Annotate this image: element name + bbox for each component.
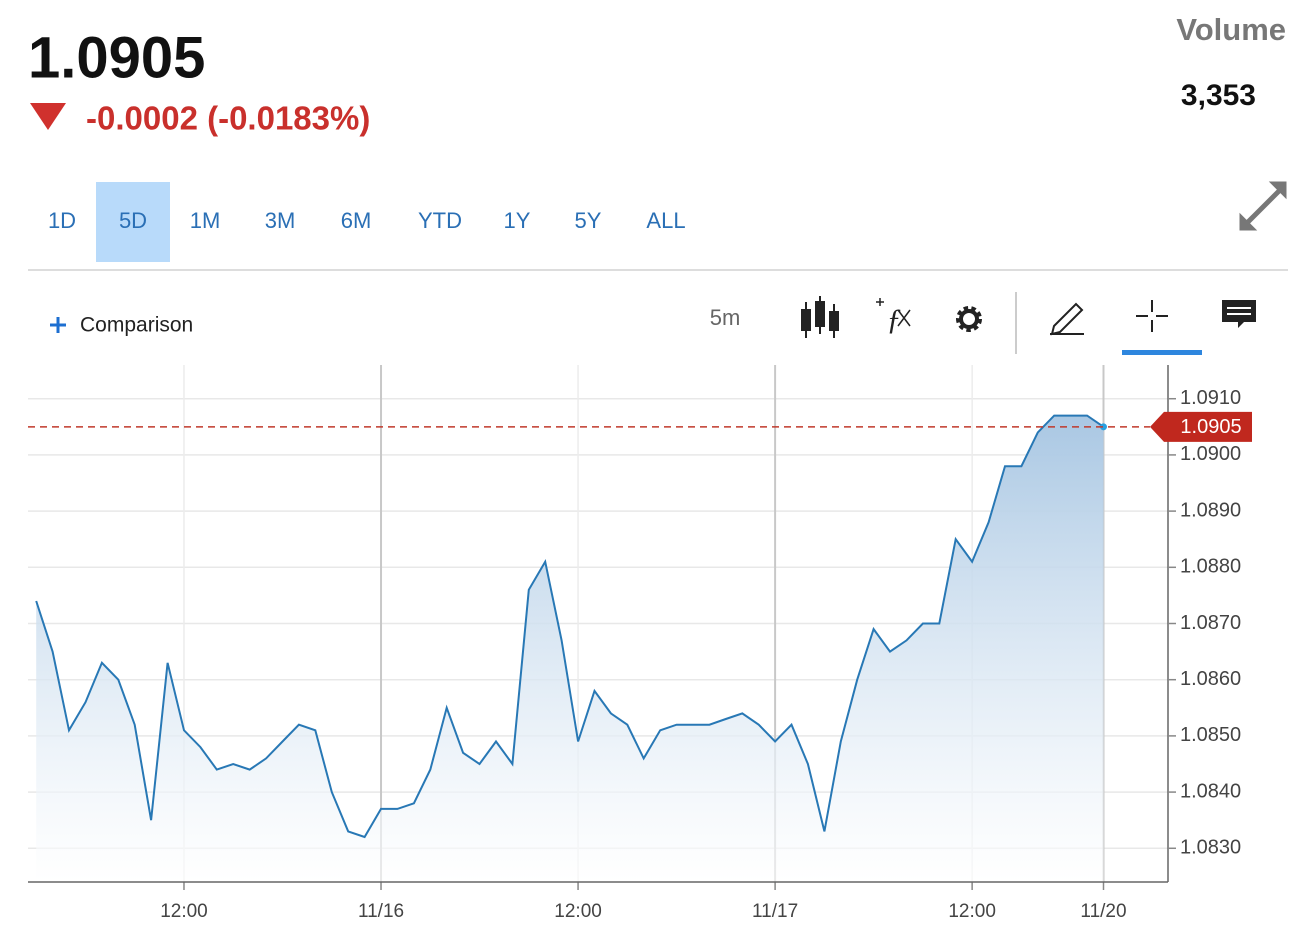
y-tick-label: 1.0890 [1180, 499, 1241, 521]
x-tick-label: 11/17 [752, 901, 798, 922]
range-button[interactable]: 3M [265, 208, 296, 233]
range-button[interactable]: 5Y [575, 208, 602, 233]
y-tick-label: 1.0830 [1180, 837, 1241, 859]
x-tick-label: 12:00 [554, 901, 602, 922]
active-tool-indicator [1122, 350, 1202, 355]
line [35, 414, 1105, 839]
interval[interactable]: 5m [710, 305, 741, 330]
y-tick-label: 1.0880 [1180, 556, 1241, 578]
range-button[interactable]: 6M [341, 208, 372, 233]
change: -0.0002 (-0.0183%) [86, 100, 370, 137]
range-selected [96, 182, 170, 262]
range-button[interactable]: 5D [119, 208, 147, 233]
last-price-label: 1.0905 [1180, 416, 1241, 438]
range-button[interactable]: ALL [646, 208, 685, 233]
price: 1.0905 [28, 25, 205, 90]
comparison-label: Comparison [80, 314, 193, 337]
last-point [1100, 423, 1107, 431]
crosshair-icon[interactable] [1136, 300, 1168, 332]
comment-icon[interactable] [1222, 300, 1256, 328]
indicator-icon[interactable]: ƒ [876, 298, 911, 336]
candle-icon[interactable] [801, 296, 839, 338]
volume-label: Volume [1176, 12, 1286, 47]
range-button[interactable]: YTD [418, 208, 462, 233]
range-button[interactable]: 1M [190, 208, 221, 233]
expand-icon[interactable] [1239, 181, 1287, 231]
chart: 12:00 11/16 12:00 11/17 12:00 11/20 1.0830 1.08… [28, 365, 1252, 922]
y-tick-label: 1.0840 [1180, 780, 1241, 802]
settings-icon[interactable] [956, 306, 982, 332]
svg-text:ƒ: ƒ [887, 303, 902, 336]
x-tick-label: 12:00 [948, 901, 996, 922]
last-price-tag [1150, 411, 1252, 442]
x-tick-label: 11/20 [1080, 901, 1126, 922]
y-tick-label: 1.0860 [1180, 668, 1241, 690]
range-button[interactable]: 1D [48, 208, 76, 233]
x-tick-label: 12:00 [160, 901, 208, 922]
volume: 3,353 [1181, 79, 1256, 112]
y-tick-label: 1.0900 [1180, 443, 1241, 465]
range-bar: 1D 5D 1M 3M 6M YTD 1Y 5Y ALL [48, 182, 686, 262]
y-tick-label: 1.0910 [1180, 387, 1241, 409]
range-button[interactable]: 1Y [504, 208, 531, 233]
draw-icon[interactable] [1050, 302, 1084, 336]
area [36, 415, 1104, 882]
down-arrow [30, 103, 66, 130]
y-tick-label: 1.0850 [1180, 724, 1241, 746]
comparison-button[interactable]: Comparison [50, 314, 193, 337]
x-tick-label: 11/16 [358, 901, 404, 922]
y-tick-label: 1.0870 [1180, 612, 1241, 634]
